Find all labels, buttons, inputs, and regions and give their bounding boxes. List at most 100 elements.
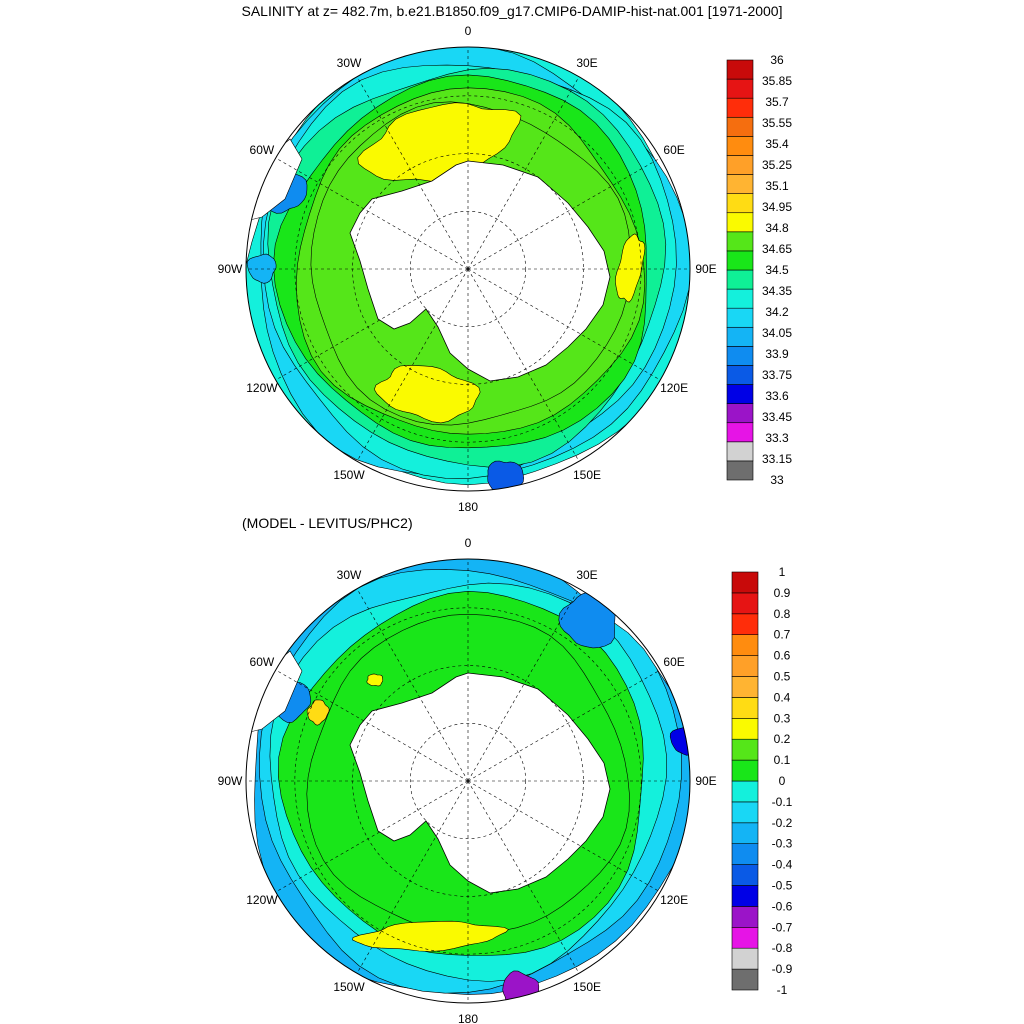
salinity-map: 0 30E 60E 90E 120E 150E 180 150W 120W 90W 60W 30W: [218, 24, 717, 514]
colorbar-box: [731, 780, 759, 803]
longitude-label: 90W: [218, 262, 243, 276]
colorbar-label: -0.4: [772, 858, 793, 872]
meridian-line: [356, 268, 469, 462]
colorbar-label: 33.45: [762, 410, 792, 424]
latitude-line: [409, 210, 527, 328]
colorbar-box: [726, 288, 754, 309]
colorbar-label: 33.9: [765, 347, 789, 361]
colorbar-box: [731, 759, 759, 782]
map-field: [246, 559, 690, 1003]
meridian-line: [467, 780, 580, 974]
map-border: [245, 558, 691, 1004]
meridian-line: [467, 76, 580, 270]
colorbar-box: [731, 571, 759, 594]
figure-title: SALINITY at z= 482.7m, b.e21.B1850.f09_g…: [241, 3, 783, 19]
colorbar-box: [731, 634, 759, 656]
colorbar-label: 33.3: [765, 431, 789, 445]
meridian-line: [467, 268, 661, 381]
colorbar-label: 0.7: [774, 628, 791, 642]
colorbar-label: -0.3: [772, 837, 793, 851]
colorbar-label: 0: [779, 774, 786, 788]
colorbar-box: [726, 365, 754, 385]
colorbar-box: [726, 78, 754, 99]
colorbar-box: [726, 422, 754, 443]
colorbar-box: [731, 906, 759, 928]
colorbar-box: [726, 307, 754, 328]
colorbar-label: 35.25: [762, 158, 792, 172]
colorbar-label: -0.7: [772, 920, 793, 934]
meridian-line: [467, 780, 661, 893]
colorbar-box: [731, 697, 759, 719]
longitude-label: 0: [465, 536, 472, 550]
colorbar-label: 1: [779, 565, 786, 579]
colorbar-label: -0.2: [772, 816, 793, 830]
colorbar-box: [726, 155, 754, 175]
colorbar-box: [726, 326, 754, 347]
contour-feature: [366, 673, 384, 687]
meridian-line: [356, 76, 469, 270]
antarctica-land: [349, 160, 611, 382]
colorbar-label: -0.5: [772, 879, 793, 893]
latitude-line: [409, 722, 527, 840]
longitude-label: 0: [465, 24, 472, 38]
colorbar-box: [726, 403, 754, 424]
contour-feature: [615, 233, 646, 303]
longitude-label: 150E: [573, 468, 601, 482]
contour-feature: [487, 460, 525, 491]
longitude-label: 120E: [660, 381, 688, 395]
longitude-label: 120W: [246, 381, 278, 395]
colorbar-label: 0.2: [774, 732, 791, 746]
colorbar-label: 34.95: [762, 200, 792, 214]
colorbar-label: 33.6: [765, 389, 789, 403]
colorbar-label: 34.05: [762, 326, 792, 340]
colorbar-label: 33.15: [762, 452, 792, 466]
colorbar-label: 35.7: [765, 95, 789, 109]
longitude-label: 180: [458, 1012, 478, 1024]
longitude-label: 60W: [250, 655, 275, 669]
colorbar-label: 34.2: [765, 305, 789, 319]
longitude-label: 60W: [250, 143, 275, 157]
colorbar-label: 34.8: [765, 221, 789, 235]
colorbar-label: 0.5: [774, 670, 791, 684]
colorbar-label: 34.35: [762, 284, 792, 298]
longitude-label: 90W: [218, 774, 243, 788]
longitude-label: 180: [458, 500, 478, 514]
colorbar-label: -0.6: [772, 899, 793, 913]
colorbar-label: 35.85: [762, 74, 792, 88]
colorbar-label: 35.4: [765, 137, 789, 151]
longitude-label: 90E: [695, 262, 716, 276]
meridian-line: [467, 669, 661, 782]
colorbar-label: 0.4: [774, 690, 791, 704]
difference-panel-title: (MODEL - LEVITUS/PHC2): [242, 515, 413, 531]
meridian-line: [467, 588, 580, 782]
longitude-label: 90E: [695, 774, 716, 788]
latitude-line: [294, 607, 642, 955]
colorbar-box: [726, 250, 754, 271]
colorbar-box: [731, 885, 759, 907]
colorbar-label: 33: [770, 473, 784, 487]
colorbar-label: -0.8: [772, 941, 793, 955]
meridian-line: [275, 268, 469, 381]
south-america-land: [246, 138, 303, 222]
colorbar-box: [726, 212, 754, 233]
colorbar-label: 0.1: [774, 753, 791, 767]
longitude-label: 60E: [663, 143, 684, 157]
antarctica-land: [349, 672, 611, 894]
colorbar-box: [726, 346, 754, 366]
contour-feature: [352, 920, 510, 952]
meridian-line: [275, 669, 469, 782]
difference-colorbar: 1 0.9 0.8 0.7 0.6 0.5 0.4 0.3 0.2 0.1 0 -0.1 -0.2 -0.…: [731, 565, 793, 997]
colorbar-label: 35.55: [762, 116, 792, 130]
colorbar-label: 36: [770, 53, 784, 67]
colorbar-box: [731, 968, 759, 991]
colorbar-box: [726, 384, 754, 404]
map-field: [246, 47, 690, 491]
contour-feature: [306, 699, 330, 726]
colorbar-box: [731, 613, 759, 635]
colorbar-box: [726, 174, 754, 194]
longitude-label: 60E: [663, 655, 684, 669]
colorbar-box: [726, 269, 754, 290]
colorbar-label: 0.8: [774, 607, 791, 621]
colorbar-label: 33.75: [762, 368, 792, 382]
colorbar-box: [726, 136, 754, 156]
